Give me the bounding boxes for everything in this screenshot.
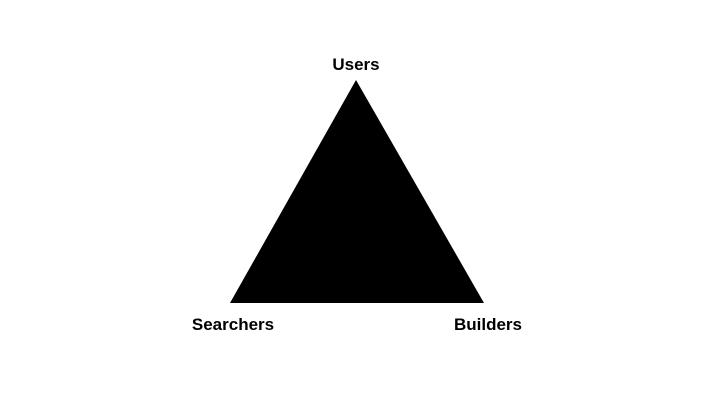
vertex-label-users: Users [332, 55, 380, 74]
vertex-label-searchers: Searchers [191, 315, 275, 334]
triangle-shape [230, 80, 484, 303]
vertex-label-builders: Builders [453, 315, 523, 334]
